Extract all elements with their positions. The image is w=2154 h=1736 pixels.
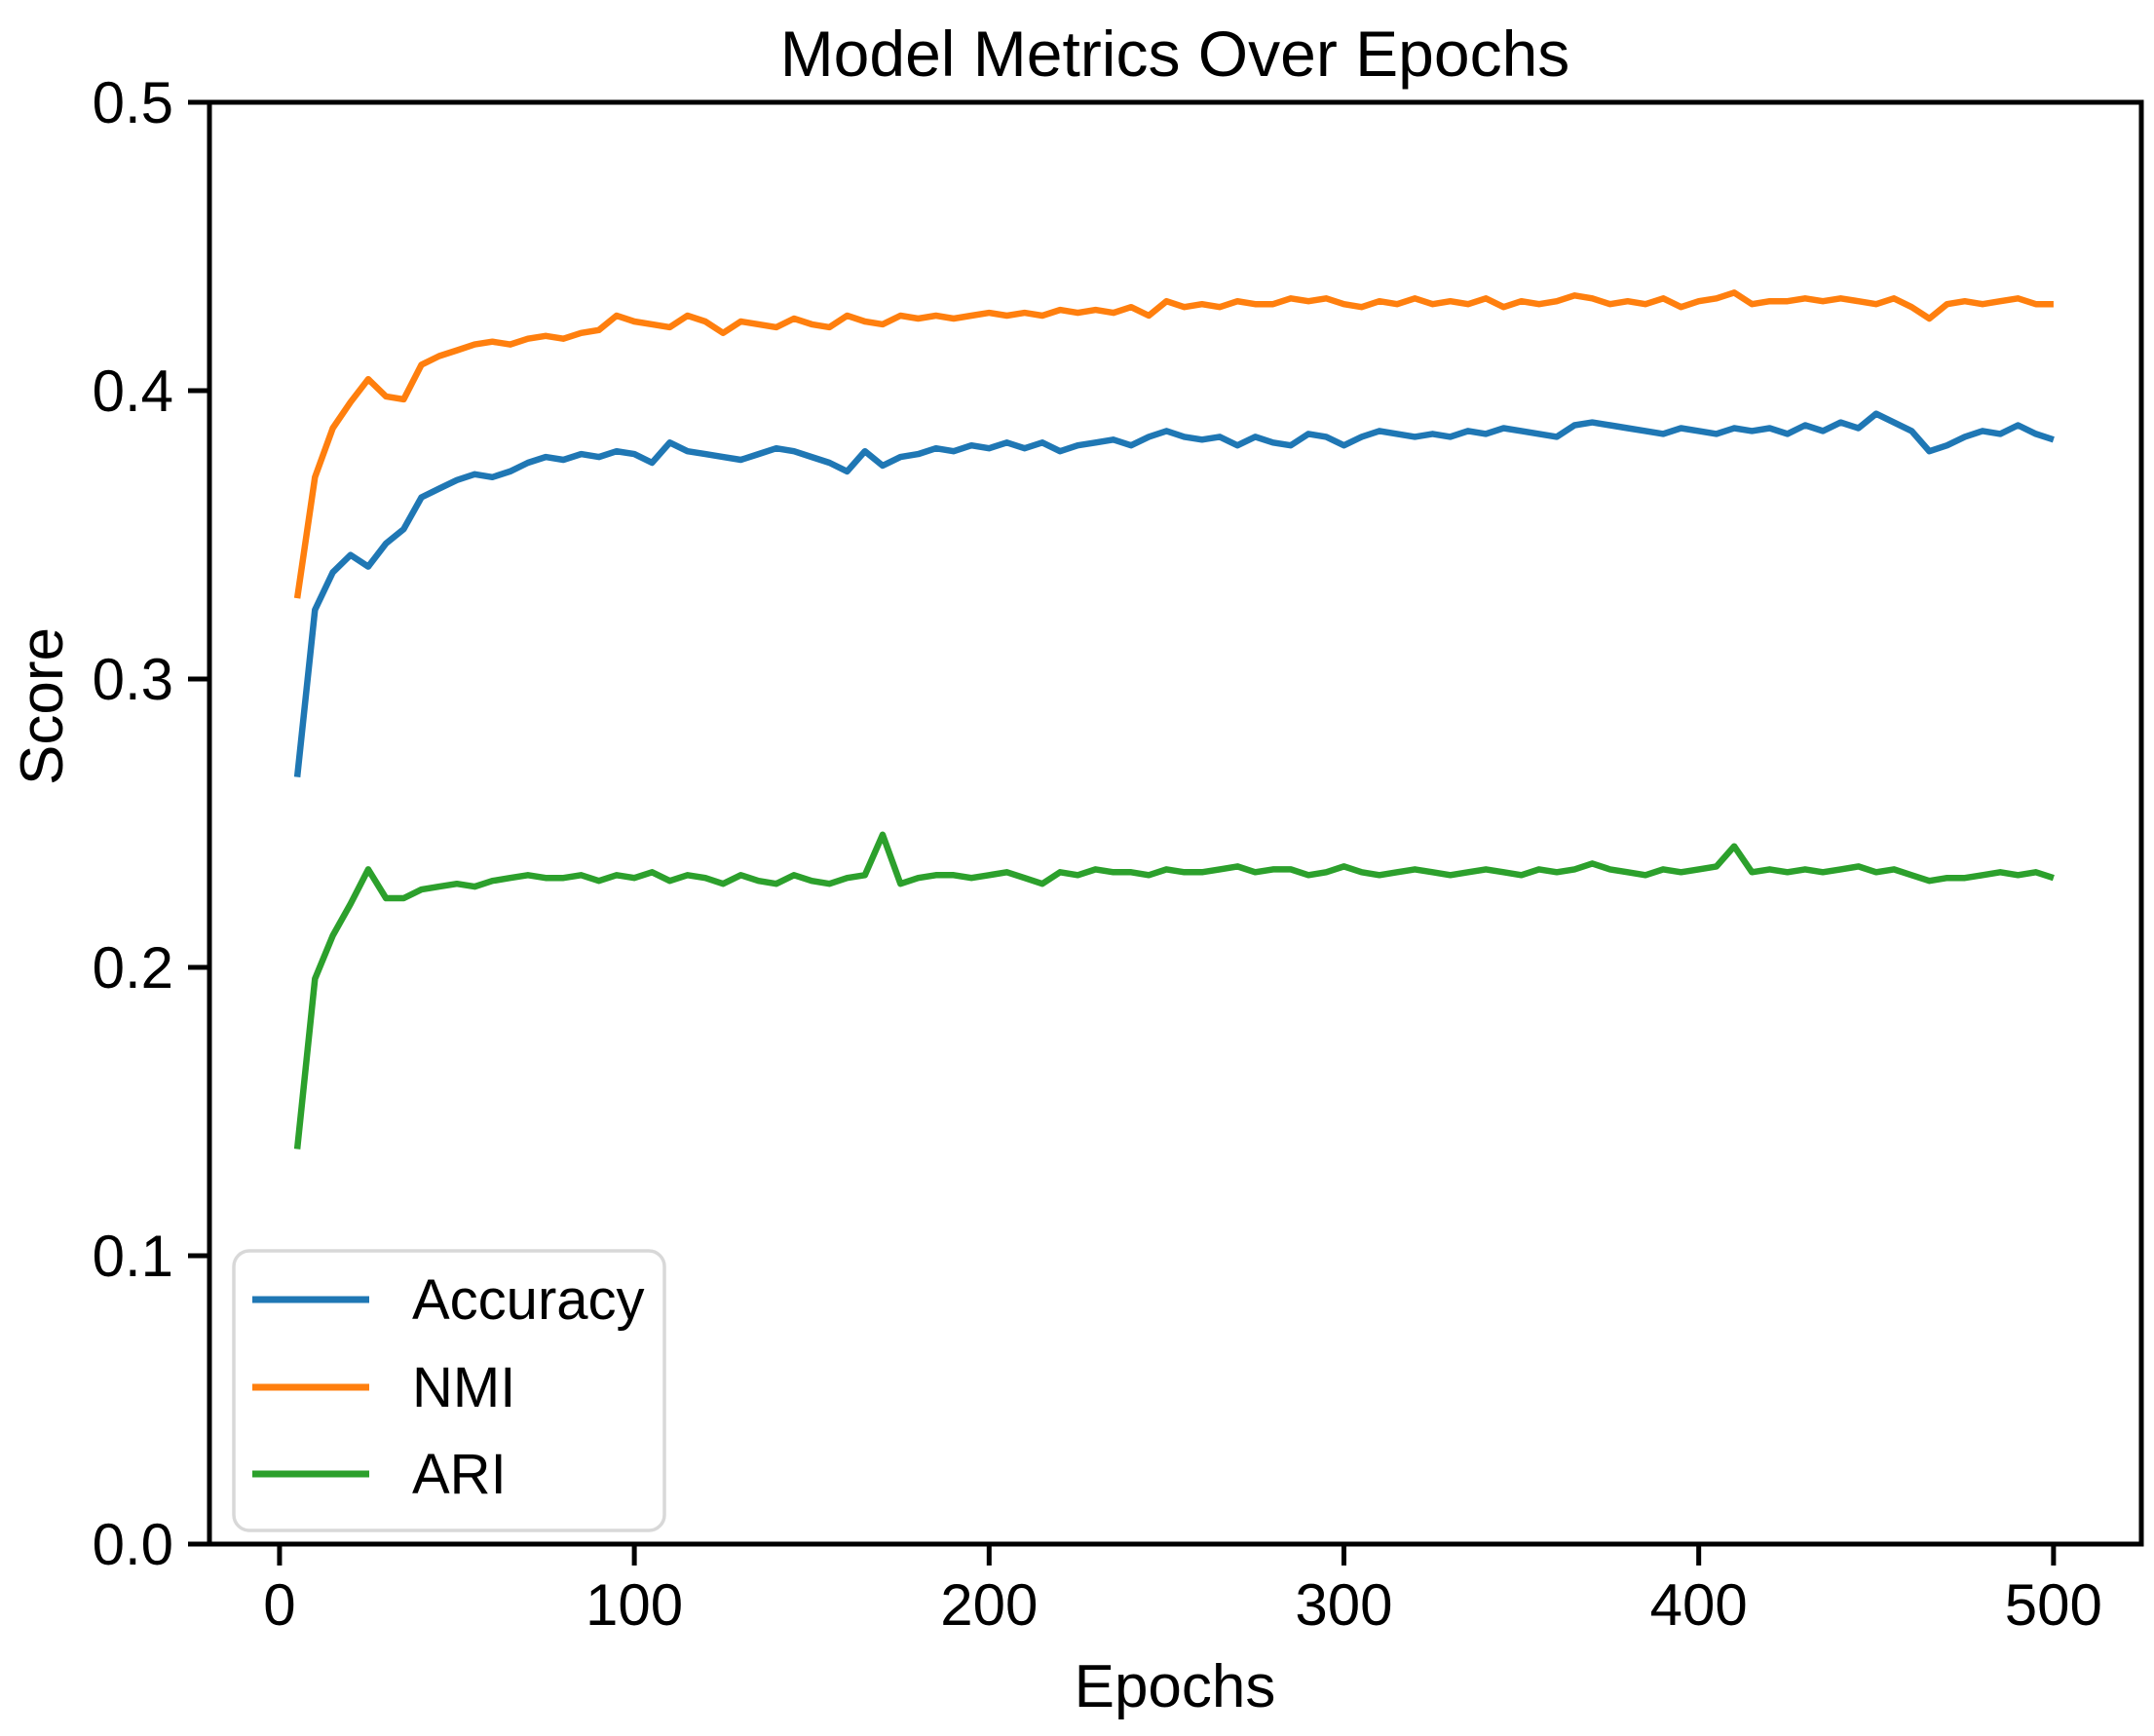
x-tick-label: 300 [1295,1572,1392,1638]
y-axis-label: Score [9,627,76,785]
legend-label-accuracy: Accuracy [412,1268,645,1332]
y-tick-label: 0.1 [93,1224,173,1289]
x-axis-ticks: 0 100 200 300 400 500 [263,1544,2102,1638]
legend-item-accuracy: Accuracy [252,1268,645,1332]
x-tick-label: 400 [1650,1572,1748,1638]
legend-label-ari: ARI [412,1443,507,1506]
series-lines [293,289,2055,1150]
legend-box [232,1249,666,1532]
legend-item-ari: ARI [252,1443,507,1506]
x-tick-label: 500 [2005,1572,2102,1638]
x-axis-label: Epochs [1075,1653,1276,1720]
series-line-ari [293,831,2055,1150]
y-tick-label: 0.5 [93,70,173,135]
series-line-nmi [293,289,2054,599]
y-tick-label: 0.2 [93,935,173,1000]
legend: Accuracy NMI ARI [232,1249,666,1532]
y-tick-label: 0.3 [93,647,173,712]
x-tick-label: 0 [263,1572,295,1638]
chart-title: Model Metrics Over Epochs [780,18,1570,90]
y-tick-label: 0.0 [93,1512,173,1577]
legend-item-nmi: NMI [252,1356,515,1419]
x-tick-label: 100 [586,1572,683,1638]
y-tick-label: 0.4 [93,359,173,424]
legend-label-nmi: NMI [412,1356,515,1419]
plot-area-border [207,99,2144,1547]
y-axis-ticks: 0.0 0.1 0.2 0.3 0.4 0.5 [93,70,209,1577]
series-line-accuracy [293,410,2055,777]
x-tick-label: 200 [940,1572,1038,1638]
